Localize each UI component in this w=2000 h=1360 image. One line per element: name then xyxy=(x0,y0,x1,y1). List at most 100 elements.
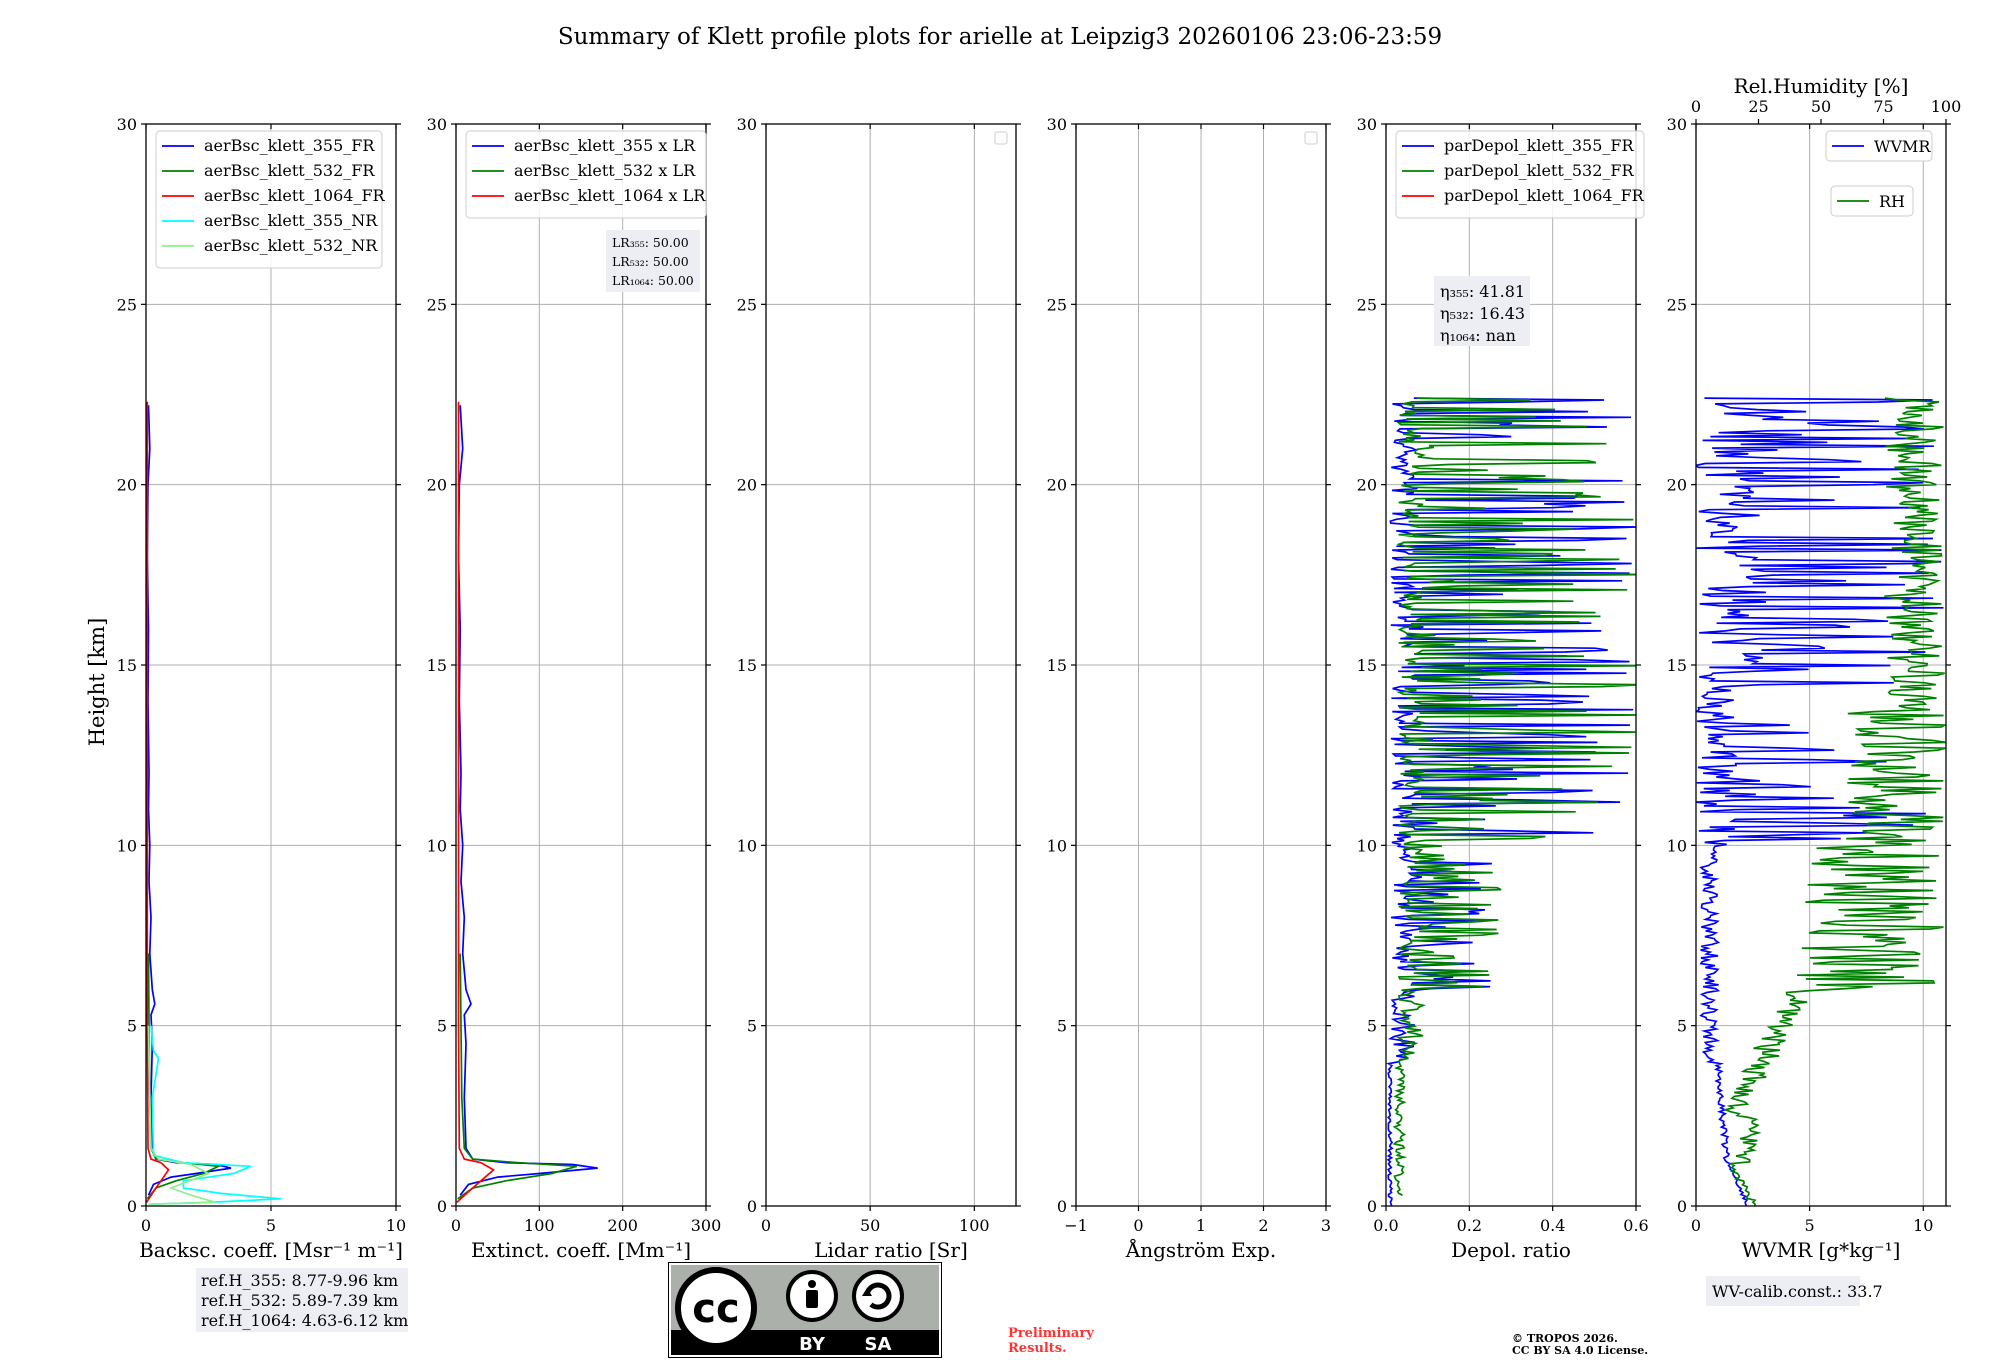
y-tick-label: 10 xyxy=(1667,836,1687,855)
lidar-ratio-box xyxy=(606,230,700,292)
y-tick-label: 5 xyxy=(1057,1017,1067,1036)
y-tick-label: 15 xyxy=(1047,656,1067,675)
legend-label: aerBsc_klett_532_FR xyxy=(204,161,375,180)
series-line-aerbsc-klett-532-nr xyxy=(147,1025,217,1206)
series-line-aerbsc-klett-355-fr xyxy=(146,405,232,1196)
cc-logo-icon xyxy=(675,1267,757,1349)
y-tick-label: 25 xyxy=(1047,295,1067,314)
x-tick-label: 0.6 xyxy=(1623,1216,1648,1235)
y-tick-label: 20 xyxy=(427,476,447,495)
x-tick-label: 200 xyxy=(607,1216,638,1235)
series-line-pardepol-klett-532-fr xyxy=(1392,397,1636,1196)
x-tick-label: −1 xyxy=(1064,1216,1088,1235)
y-tick-label: 30 xyxy=(1667,115,1687,134)
x-tick-label: 0 xyxy=(1133,1216,1143,1235)
y-tick-label: 15 xyxy=(427,656,447,675)
legend-label: aerBsc_klett_532 x LR xyxy=(514,161,696,180)
x-tick-label: 10 xyxy=(1913,1216,1933,1235)
legend-label: aerBsc_klett_532_NR xyxy=(204,236,378,255)
legend-label: parDepol_klett_355_FR xyxy=(1444,136,1635,155)
y-tick-label: 15 xyxy=(117,656,137,675)
legend-label: aerBsc_klett_1064_FR xyxy=(204,186,386,205)
y-tick-label: 10 xyxy=(117,836,137,855)
reference-height-text: ref.H_1064: 4.63-6.12 km xyxy=(201,1311,408,1330)
empty-legend-box xyxy=(994,131,1008,145)
y-axis-label: Height [km] xyxy=(85,618,109,747)
reference-height-text: ref.H_355: 8.77-9.96 km xyxy=(201,1271,398,1290)
cc-logo-text: cc xyxy=(692,1286,739,1332)
eta-text: η₅₃₂: 16.43 xyxy=(1440,304,1525,323)
y-tick-label: 0 xyxy=(1367,1197,1377,1216)
y-tick-label: 25 xyxy=(737,295,757,314)
x2-tick-label: 25 xyxy=(1748,97,1768,116)
legend-box xyxy=(1830,185,1914,217)
legend-label: aerBsc_klett_1064 x LR xyxy=(514,186,706,205)
figure-title: Summary of Klett profile plots for ariel… xyxy=(558,24,1442,50)
x-tick-label: 1 xyxy=(1196,1216,1206,1235)
x-tick-label: 0 xyxy=(141,1216,151,1235)
x-tick-label: 50 xyxy=(860,1216,880,1235)
legend-box xyxy=(1825,130,1933,162)
legend-label: WVMR xyxy=(1874,137,1931,156)
y-tick-label: 30 xyxy=(1357,115,1377,134)
preliminary-label-line2: Results. xyxy=(1008,1341,1067,1356)
y-tick-label: 15 xyxy=(1667,656,1687,675)
empty-legend-box xyxy=(1304,131,1318,145)
y-tick-label: 5 xyxy=(437,1017,447,1036)
series-group xyxy=(1386,397,1636,1206)
preliminary-label-line1: Preliminary xyxy=(1008,1326,1094,1341)
x-tick-label: 0.2 xyxy=(1457,1216,1482,1235)
x-axis-label: Extinct. coeff. [Mm⁻¹] xyxy=(471,1238,691,1262)
series-group xyxy=(146,401,282,1206)
sa-share-alike-icon xyxy=(852,1270,904,1322)
series-line-aerbsc-klett-1064-x-lr xyxy=(456,401,495,1204)
y-tick-label: 5 xyxy=(1677,1017,1687,1036)
eta-text: η₃₅₅: 41.81 xyxy=(1440,282,1525,301)
y-tick-label: 20 xyxy=(737,476,757,495)
y-tick-label: 30 xyxy=(1047,115,1067,134)
y-tick-label: 30 xyxy=(117,115,137,134)
cc-license-badge: cc BY SA xyxy=(668,1262,942,1358)
reference-height-box xyxy=(196,1268,408,1332)
x-tick-label: 100 xyxy=(959,1216,990,1235)
y-tick-label: 20 xyxy=(117,476,137,495)
y-tick-label: 5 xyxy=(747,1017,757,1036)
x-tick-label: 10 xyxy=(386,1216,406,1235)
series-line-aerbsc-klett-1064-fr xyxy=(146,401,170,1203)
license-sa-label: SA xyxy=(865,1334,892,1355)
y-tick-label: 5 xyxy=(127,1017,137,1036)
y-tick-label: 10 xyxy=(427,836,447,855)
x-tick-label: 5 xyxy=(266,1216,276,1235)
license-by-label: BY xyxy=(799,1334,826,1355)
legend-label: aerBsc_klett_355_FR xyxy=(204,136,375,155)
lidar-ratio-text: LR₃₅₅: 50.00 xyxy=(612,235,689,250)
reference-height-text: ref.H_532: 5.89-7.39 km xyxy=(201,1291,398,1310)
y-tick-label: 25 xyxy=(117,295,137,314)
series-line-aerbsc-klett-355-x-lr xyxy=(457,405,598,1196)
series-group xyxy=(456,401,598,1204)
eta-box xyxy=(1434,276,1530,346)
legend-label: parDepol_klett_1064_FR xyxy=(1444,186,1645,205)
lidar-ratio-text: LR₅₃₂: 50.00 xyxy=(612,254,689,269)
eta-text: η₁₀₆₄: nan xyxy=(1440,326,1516,345)
legend-label: RH xyxy=(1879,192,1905,211)
y-tick-label: 5 xyxy=(1367,1017,1377,1036)
series-line-pardepol-klett-355-fr xyxy=(1386,397,1636,1206)
x-tick-label: 0 xyxy=(451,1216,461,1235)
lidar-ratio-text: LR₁₀₆₄: 50.00 xyxy=(612,273,694,288)
x-tick-label: 300 xyxy=(691,1216,722,1235)
x2-tick-label: 100 xyxy=(1931,97,1962,116)
y-tick-label: 10 xyxy=(1047,836,1067,855)
series-line-wvmr xyxy=(1696,397,1944,1206)
y-tick-label: 25 xyxy=(1667,295,1687,314)
panel-lr: 0 50 100 0 5 10 15 20 25 30 Lidar ratio [Sr] xyxy=(737,115,1021,1262)
x-axis-label: Depol. ratio xyxy=(1451,1238,1571,1262)
x-tick-label: 0.0 xyxy=(1373,1216,1398,1235)
series-line-aerbsc-klett-532-x-lr xyxy=(457,953,578,1200)
x-tick-label: 0 xyxy=(1691,1216,1701,1235)
series-line-rh xyxy=(1722,397,1946,1206)
x-axis-label: Ångström Exp. xyxy=(1125,1237,1276,1262)
y-tick-label: 15 xyxy=(1357,656,1377,675)
